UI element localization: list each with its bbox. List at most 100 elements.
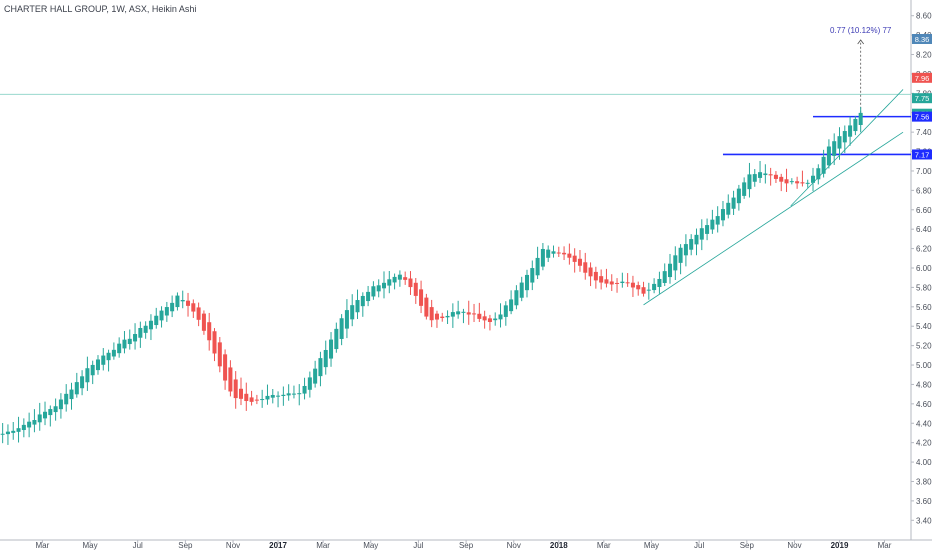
candle-body[interactable] — [106, 352, 111, 361]
candle-body[interactable] — [53, 406, 58, 413]
candle-body[interactable] — [291, 393, 296, 395]
candle-body[interactable] — [21, 424, 26, 431]
candle-body[interactable] — [567, 253, 572, 258]
candle-body[interactable] — [101, 355, 106, 365]
candle-body[interactable] — [546, 249, 551, 258]
candle-body[interactable] — [164, 307, 169, 316]
candle-body[interactable] — [699, 228, 704, 240]
candle-body[interactable] — [493, 318, 498, 321]
candle-body[interactable] — [646, 289, 651, 291]
candle-body[interactable] — [85, 368, 90, 383]
candle-body[interactable] — [148, 320, 153, 330]
candle-body[interactable] — [323, 349, 328, 368]
candle-body[interactable] — [636, 285, 641, 290]
candle-body[interactable] — [652, 283, 657, 291]
candle-body[interactable] — [678, 247, 683, 263]
candle-body[interactable] — [556, 252, 561, 254]
candle-body[interactable] — [122, 339, 127, 349]
candle-body[interactable] — [32, 420, 37, 425]
candle-body[interactable] — [519, 282, 524, 298]
candle-body[interactable] — [58, 399, 63, 410]
candle-body[interactable] — [180, 300, 185, 302]
candle-body[interactable] — [816, 168, 821, 180]
candle-body[interactable] — [736, 188, 741, 204]
candle-body[interactable] — [694, 234, 699, 245]
candle-body[interactable] — [768, 174, 773, 176]
candle-body[interactable] — [683, 244, 688, 256]
candle-body[interactable] — [313, 368, 318, 384]
candle-body[interactable] — [535, 257, 540, 276]
candle-body[interactable] — [540, 248, 545, 267]
candle-body[interactable] — [800, 182, 805, 184]
candle-body[interactable] — [80, 376, 85, 389]
candle-body[interactable] — [392, 276, 397, 283]
candle-body[interactable] — [302, 385, 307, 394]
candle-body[interactable] — [154, 315, 159, 326]
candle-body[interactable] — [16, 428, 21, 432]
candle-body[interactable] — [397, 274, 402, 280]
candle-body[interactable] — [498, 314, 503, 320]
candle-body[interactable] — [657, 278, 662, 287]
candle-body[interactable] — [260, 399, 265, 401]
candle-body[interactable] — [191, 303, 196, 312]
candle-body[interactable] — [286, 393, 291, 396]
candle-body[interactable] — [344, 310, 349, 329]
candle-body[interactable] — [826, 146, 831, 166]
candle-body[interactable] — [413, 282, 418, 296]
candle-body[interactable] — [90, 364, 95, 376]
candle-body[interactable] — [811, 175, 816, 183]
candle-body[interactable] — [69, 389, 74, 400]
candle-body[interactable] — [763, 173, 768, 176]
candle-body[interactable] — [11, 430, 16, 433]
candle-body[interactable] — [381, 282, 387, 289]
candle-body[interactable] — [37, 414, 42, 423]
candle-body[interactable] — [318, 358, 323, 377]
candle-body[interactable] — [731, 197, 736, 209]
candle-body[interactable] — [5, 431, 10, 435]
candle-body[interactable] — [715, 216, 720, 225]
candle-body[interactable] — [196, 307, 201, 320]
candle-body[interactable] — [424, 297, 429, 317]
candle-body[interactable] — [752, 174, 757, 182]
candle-body[interactable] — [514, 290, 519, 306]
candle-body[interactable] — [773, 174, 778, 179]
candle-body[interactable] — [466, 312, 471, 315]
candle-body[interactable] — [276, 395, 281, 397]
candle-body[interactable] — [795, 181, 800, 184]
candle-body[interactable] — [620, 281, 625, 283]
candle-body[interactable] — [159, 310, 164, 321]
candle-body[interactable] — [524, 274, 530, 291]
candle-body[interactable] — [27, 421, 32, 428]
candle-body[interactable] — [366, 291, 371, 302]
candle-body[interactable] — [307, 377, 312, 390]
candle-body[interactable] — [858, 112, 863, 126]
candle-body[interactable] — [789, 181, 794, 183]
candle-body[interactable] — [615, 282, 620, 284]
candle-body[interactable] — [572, 255, 577, 262]
candle-body[interactable] — [837, 136, 842, 149]
candle-body[interactable] — [593, 271, 598, 281]
candle-body[interactable] — [440, 316, 445, 319]
candle-body[interactable] — [133, 334, 138, 342]
candle-body[interactable] — [562, 252, 567, 255]
candle-body[interactable] — [281, 394, 286, 396]
candle-body[interactable] — [419, 289, 424, 306]
candle-body[interactable] — [577, 258, 582, 266]
candle-body[interactable] — [747, 174, 752, 190]
candle-body[interactable] — [784, 179, 789, 184]
candle-body[interactable] — [673, 255, 678, 271]
candle-body[interactable] — [742, 182, 747, 196]
candle-body[interactable] — [244, 393, 249, 402]
candle-body[interactable] — [233, 379, 238, 399]
candle-body[interactable] — [450, 312, 455, 317]
candle-body[interactable] — [509, 299, 514, 312]
candle-body[interactable] — [720, 209, 725, 221]
candle-body[interactable] — [487, 318, 492, 322]
candle-body[interactable] — [477, 313, 482, 319]
candle-body[interactable] — [201, 313, 206, 331]
candle-body[interactable] — [434, 313, 439, 320]
candle-body[interactable] — [667, 263, 673, 278]
candle-body[interactable] — [429, 307, 434, 321]
candle-body[interactable] — [297, 393, 302, 395]
